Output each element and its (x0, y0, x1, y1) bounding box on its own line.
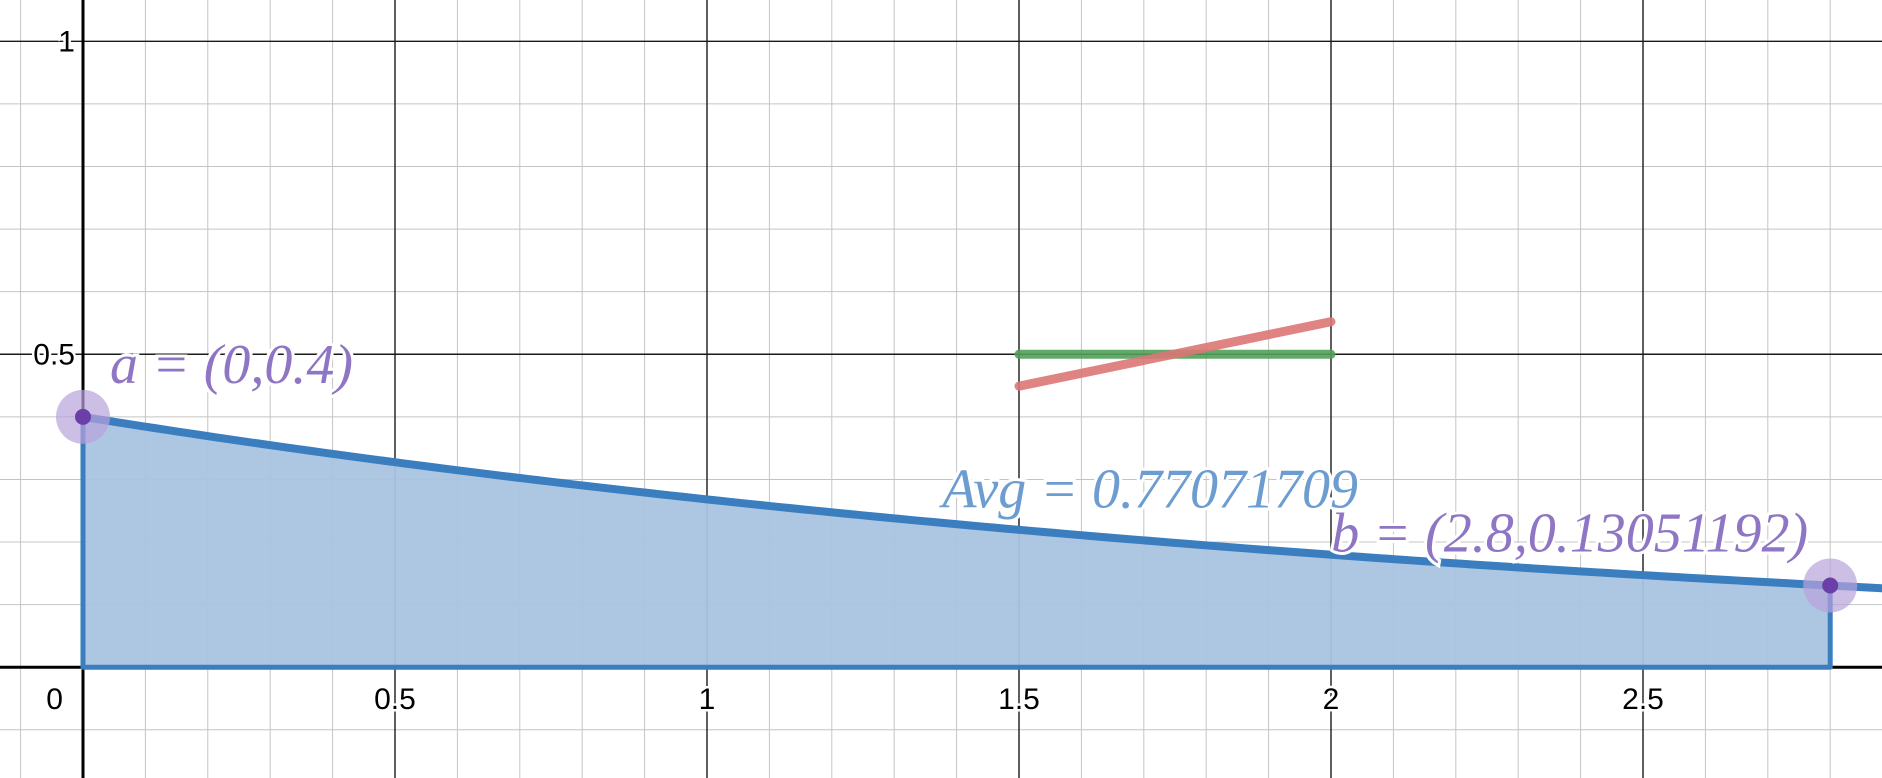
x-tick-label: 2.5 (1622, 683, 1664, 716)
y-tick-label: 1 (58, 25, 75, 58)
point-layer (55, 389, 1858, 613)
x-tick-label: 0 (46, 683, 63, 716)
x-tick-label: 0.5 (374, 683, 416, 716)
red-segment[interactable] (1014, 317, 1336, 391)
point-b[interactable] (1803, 558, 1858, 613)
curve-line[interactable] (78, 412, 1882, 593)
avg-label: Avg = 0.77071709 (938, 458, 1358, 520)
point-dot[interactable] (74, 408, 91, 425)
point-a[interactable] (55, 389, 110, 444)
segment-layer (1014, 317, 1336, 391)
tick-label-layer: 0 0.5 1 1.5 2 2.5 0.5 1 (31, 23, 1667, 719)
point-a-label: a = (0,0.4) (110, 334, 353, 396)
x-tick-label: 2 (1323, 683, 1340, 716)
annotation-layer: a = (0,0.4) b = (2.8,0.13051192)Avg = 0.7… (107, 331, 1811, 568)
x-tick-label: 1 (699, 683, 716, 716)
point-dot[interactable] (1822, 577, 1839, 594)
point-b-label: b = (2.8,0.13051192) (1331, 503, 1808, 565)
x-tick-label: 1.5 (998, 683, 1040, 716)
curve-layer (78, 412, 1882, 593)
y-tick-label: 0.5 (33, 338, 75, 371)
